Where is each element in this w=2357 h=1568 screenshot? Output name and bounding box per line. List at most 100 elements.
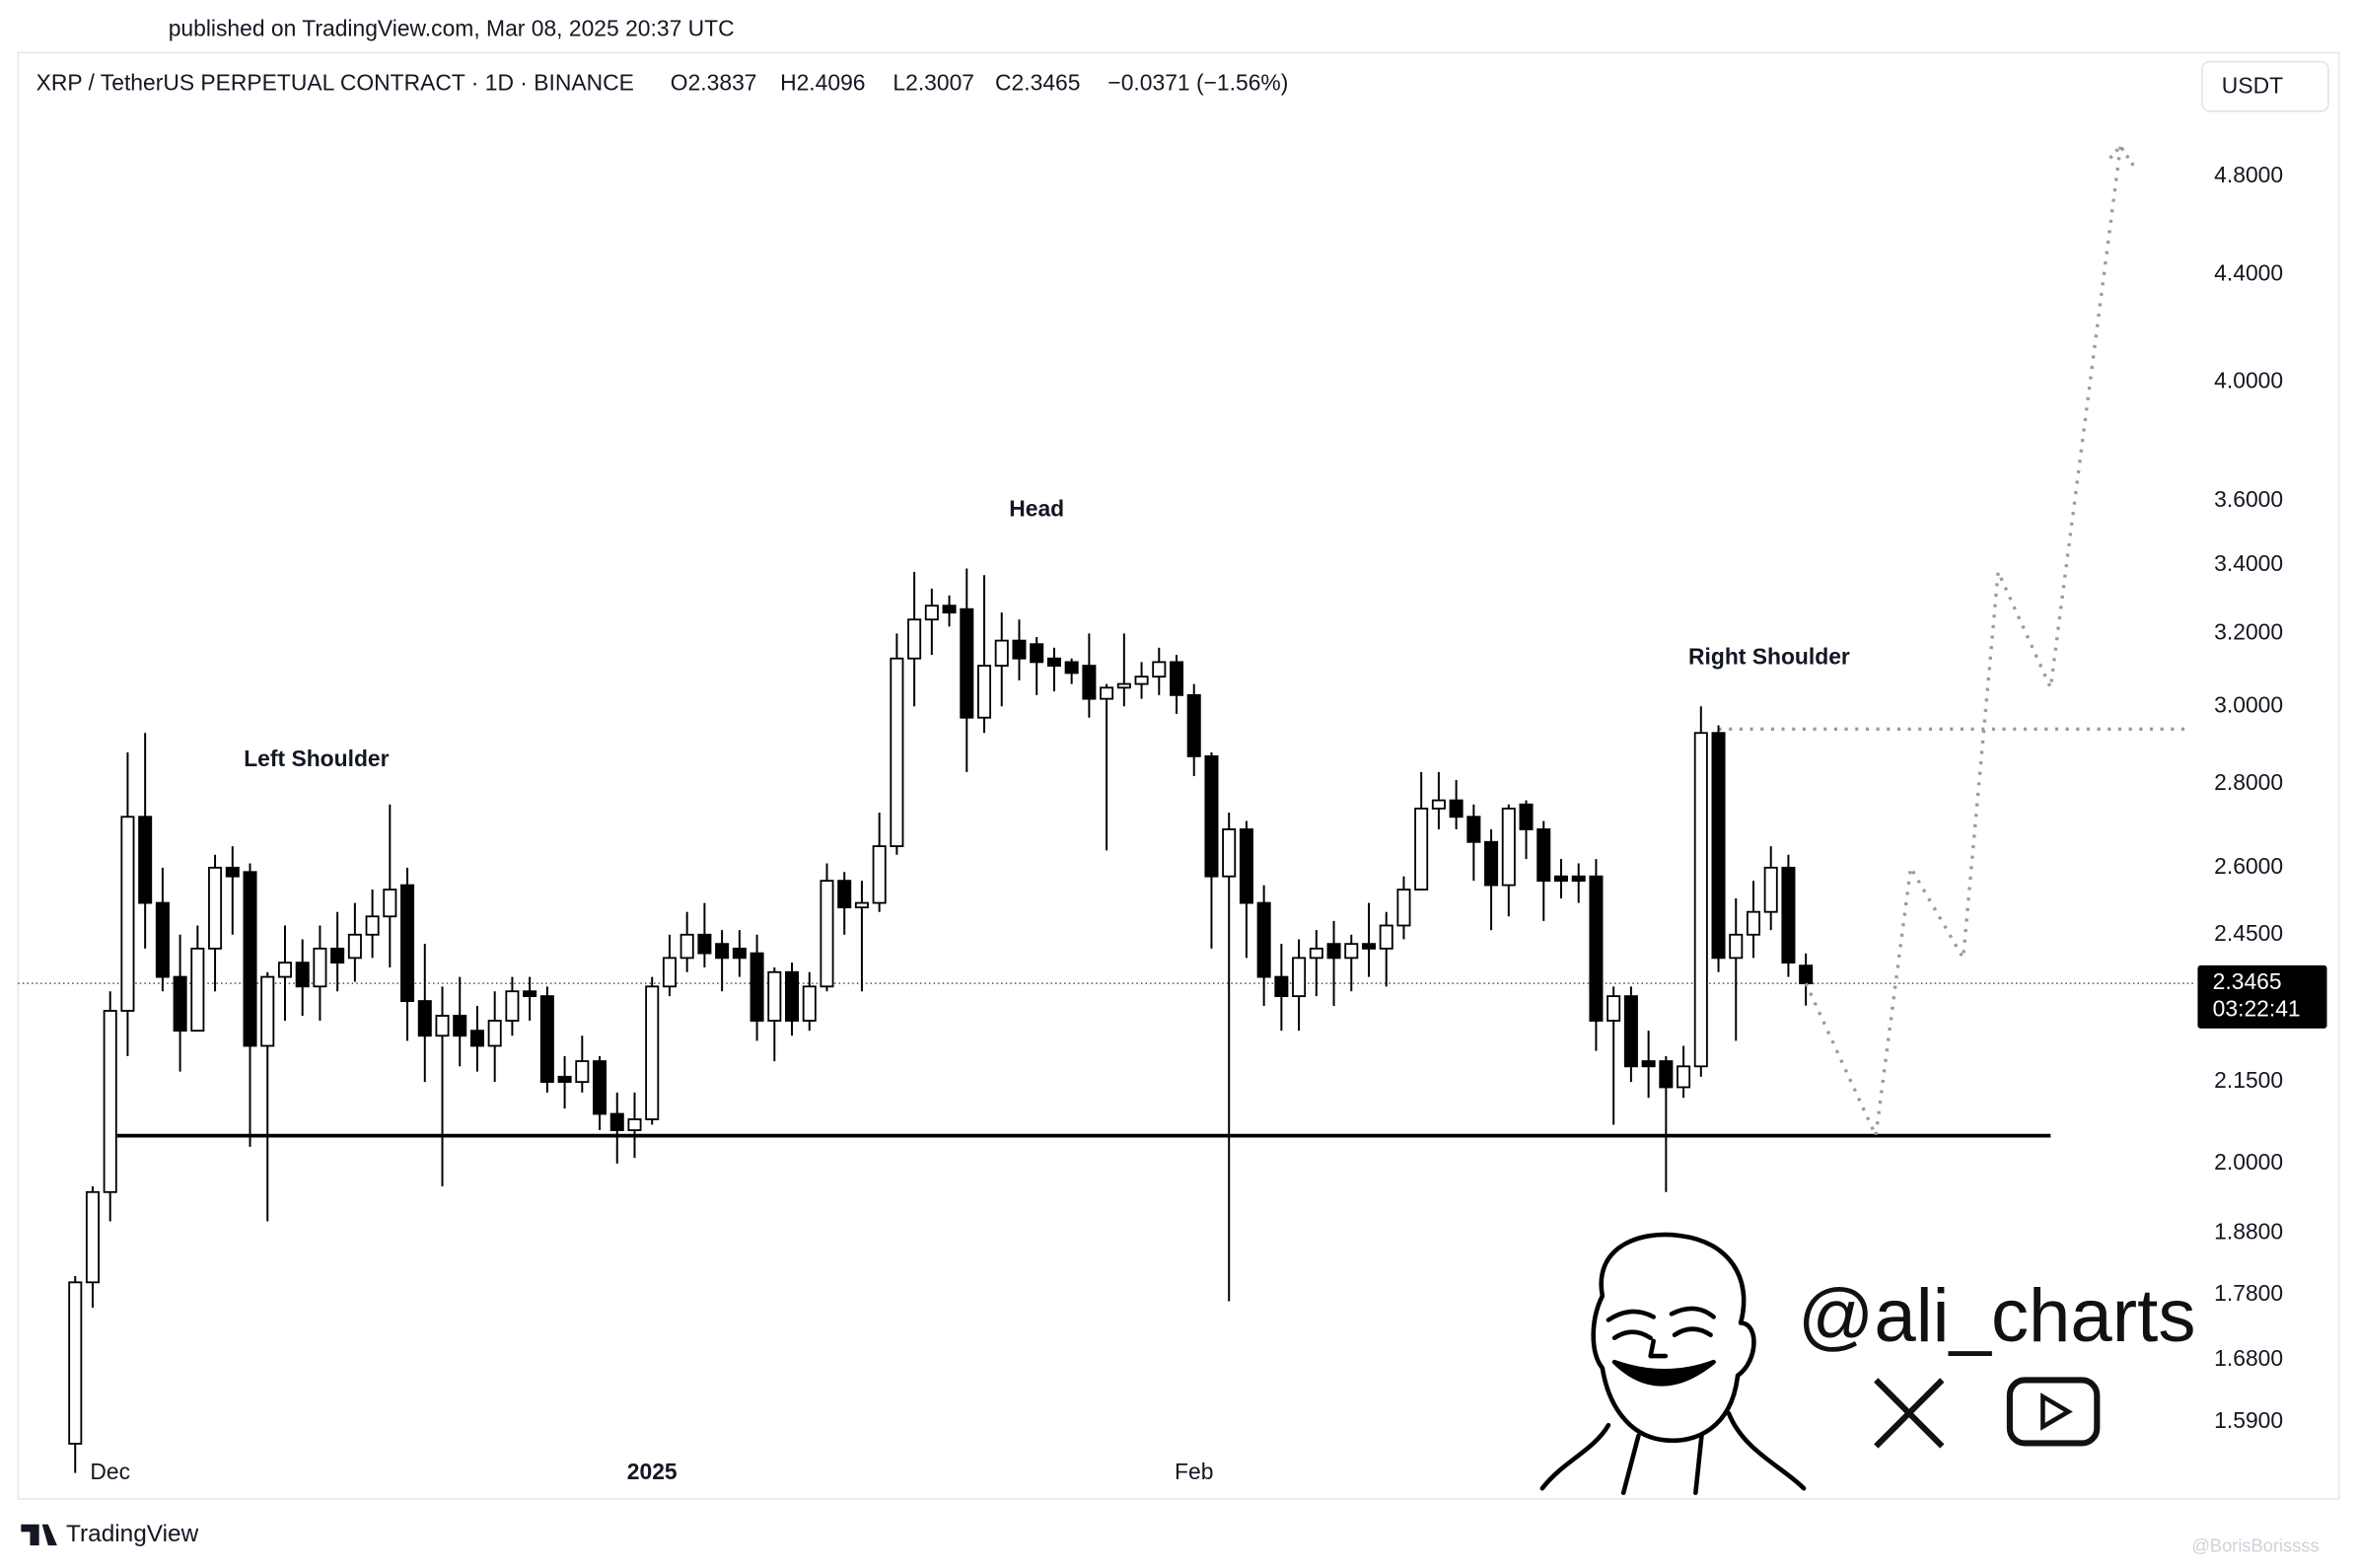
candle-body	[1553, 875, 1568, 883]
x-tick-label: Feb	[1175, 1459, 1213, 1484]
candle-body	[1623, 995, 1638, 1068]
y-tick-label: 3.4000	[2214, 550, 2283, 576]
candle-body	[469, 1030, 484, 1047]
candle-body	[942, 605, 957, 614]
candle-body	[1711, 732, 1726, 960]
candle-body	[1746, 910, 1760, 936]
candle-body	[295, 962, 310, 988]
candle-body	[820, 880, 834, 988]
candle-body	[1134, 676, 1149, 685]
candle-body	[383, 889, 397, 918]
candle-body	[1693, 732, 1708, 1068]
candle-body	[645, 985, 660, 1120]
candle-body	[1030, 643, 1044, 664]
y-tick-label: 2.8000	[2214, 769, 2283, 795]
candle-body	[1256, 901, 1271, 978]
candle-body	[872, 845, 887, 904]
candle-body	[854, 901, 869, 909]
ohlc-low: L2.3007	[893, 69, 974, 95]
ohlc-high: H2.4096	[780, 69, 865, 95]
candle-body	[977, 665, 992, 719]
candle-body	[802, 985, 817, 1022]
candle-body	[1449, 799, 1464, 819]
pattern-label: Head	[1009, 495, 1064, 521]
candle-body	[417, 1000, 432, 1037]
watermark-face	[1539, 1232, 1807, 1496]
candle-body	[173, 975, 187, 1033]
chart-frame	[17, 51, 2340, 1500]
candle-body	[1152, 661, 1167, 678]
candle-body	[1222, 828, 1237, 878]
watermark-handle: @ali_charts	[1798, 1274, 2195, 1358]
y-tick-label: 2.6000	[2214, 853, 2283, 879]
candle-body	[523, 990, 537, 998]
currency[interactable]: USDT	[2222, 72, 2283, 98]
pattern-label: Right Shoulder	[1688, 644, 1850, 670]
candle-body	[1012, 639, 1027, 660]
candle-body	[487, 1020, 502, 1047]
candle-body	[1799, 964, 1814, 985]
candle-body	[1536, 828, 1551, 883]
candle-body	[190, 947, 205, 1033]
y-tick-label: 1.6800	[2214, 1345, 2283, 1371]
candle-body	[1763, 866, 1778, 913]
candle-body	[243, 871, 257, 1047]
y-tick-label: 2.1500	[2214, 1067, 2283, 1093]
y-tick-label: 3.2000	[2214, 618, 2283, 644]
candle-body	[732, 947, 747, 960]
candle-body	[1571, 875, 1586, 883]
candle-body	[1659, 1060, 1674, 1089]
candle-body	[785, 970, 800, 1022]
candle-body	[155, 901, 170, 978]
candle-body	[1729, 933, 1744, 960]
candle-body	[890, 657, 904, 847]
candle-body	[1414, 807, 1429, 891]
x-tick-label: Dec	[90, 1459, 130, 1484]
candle-body	[1641, 1060, 1656, 1068]
candle-body	[68, 1281, 83, 1445]
candle-body	[715, 943, 730, 960]
candle-body	[593, 1060, 607, 1115]
candle-body	[1186, 693, 1201, 757]
candle-body	[1169, 661, 1184, 696]
candle-body	[1046, 657, 1061, 667]
y-tick-label: 4.4000	[2214, 259, 2283, 285]
currency-button[interactable]	[2201, 60, 2329, 112]
candle-body	[1519, 803, 1534, 830]
candle-body	[575, 1060, 590, 1084]
price-tag-value: 2.3465	[2213, 968, 2282, 994]
x-tick-label: 2025	[627, 1459, 678, 1484]
candle-body	[627, 1118, 642, 1131]
price-tag-countdown: 03:22:41	[2213, 996, 2301, 1022]
candle-body	[1292, 957, 1307, 998]
candle-body	[750, 952, 764, 1022]
y-tick-label: 3.0000	[2214, 691, 2283, 717]
ohlc-open: O2.3837	[671, 69, 757, 95]
candle-body	[1344, 943, 1359, 960]
candle-body	[994, 639, 1009, 667]
y-tick-label: 1.8800	[2214, 1219, 2283, 1245]
candle-body	[1082, 665, 1097, 700]
candle-body	[1361, 943, 1377, 950]
candle-body	[960, 607, 974, 719]
candle-body	[505, 990, 520, 1022]
pattern-label: Left Shoulder	[244, 746, 389, 771]
candle-body	[557, 1075, 572, 1084]
brand: TradingView	[66, 1521, 199, 1547]
credit: @BorisBorissss	[2191, 1534, 2319, 1555]
y-tick-label: 4.8000	[2214, 162, 2283, 187]
candle-body	[1607, 995, 1621, 1022]
candle-body	[120, 816, 135, 1012]
candle-body	[837, 880, 852, 909]
candle-body	[1239, 828, 1253, 904]
candle-body	[435, 1015, 450, 1037]
y-tick-label: 1.5900	[2214, 1407, 2283, 1433]
candle-body	[330, 947, 345, 964]
candle-body	[260, 975, 275, 1047]
candle-body	[1501, 807, 1516, 887]
y-tick-label: 3.6000	[2214, 486, 2283, 512]
candle-body	[1466, 816, 1481, 843]
change: −0.0371 (−1.56%)	[1107, 69, 1288, 95]
y-tick-label: 2.0000	[2214, 1149, 2283, 1175]
plot: 4.8000 4.4000 4.0000 3.6000 3.4000 3.2000 3.00…	[18, 143, 2327, 1496]
